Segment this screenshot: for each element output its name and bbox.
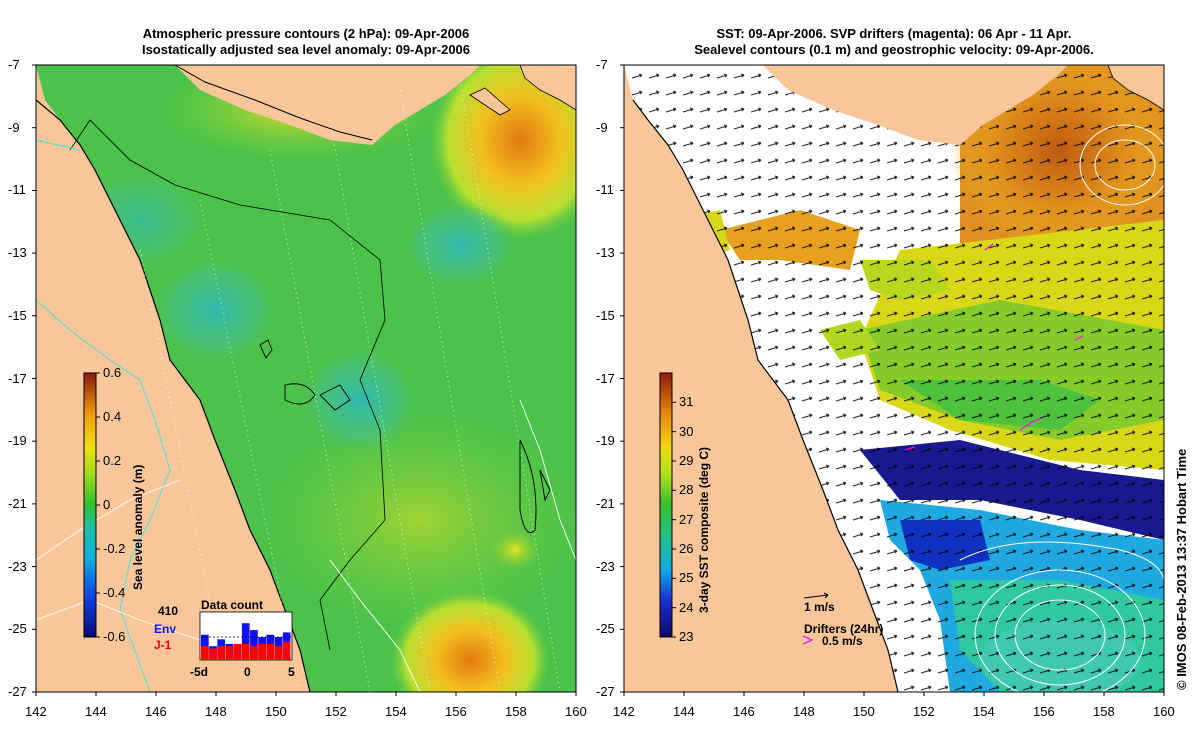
lon-tick-label: 146 [733, 704, 755, 719]
lat-tick-label: -19 [8, 433, 27, 449]
sst-colorbar-label: 3-day SST composite (deg C) [697, 446, 711, 613]
lat-tick-label: -27 [8, 684, 27, 699]
lon-tick-label: 152 [913, 704, 935, 719]
data-count-j1-label: J-1 [154, 638, 172, 652]
lon-tick-label: 158 [1093, 704, 1115, 719]
drifter-legend-arrow [802, 635, 814, 645]
lon-tick-label: 158 [505, 704, 527, 719]
sla-tick-label: 0.6 [103, 365, 122, 380]
lon-tick-label: 156 [1033, 704, 1055, 719]
j1-count-bar [274, 646, 283, 660]
lat-tick-label: -23 [596, 558, 615, 574]
data-count-inset [199, 611, 293, 661]
j1-count-bar [258, 643, 266, 660]
lon-tick-label: 142 [25, 704, 47, 719]
sla-colorbar-ticks [96, 372, 100, 638]
right-title-line1: SST: 09-Apr-2006. SVP drifters (magenta)… [716, 26, 1072, 41]
lon-tick-label: 154 [973, 704, 995, 719]
j1-count-bar [233, 643, 242, 660]
lon-tick-label: 144 [85, 704, 107, 719]
sst-tick-label: 30 [679, 423, 694, 439]
lat-tick-label: -15 [8, 307, 27, 323]
sla-colorbar-label: Sea level anomaly (m) [131, 464, 145, 590]
sla-tick-label: -0.6 [103, 629, 126, 644]
lat-tick-label: -13 [8, 245, 27, 261]
sla-tick-label: -0.4 [103, 585, 126, 600]
sst-tick-label: 25 [679, 570, 694, 586]
lat-tick-label: -25 [8, 621, 27, 637]
data-count-max: 410 [158, 604, 179, 618]
lon-tick-label: 150 [853, 704, 875, 719]
sst-tick-label: 31 [679, 394, 694, 410]
sst-tick-label: 23 [679, 629, 694, 644]
lat-tick-label: -21 [596, 495, 615, 511]
right-title-line2: Sealevel contours (0.1 m) and geostrophi… [694, 42, 1094, 57]
lon-tick-label: 142 [613, 704, 635, 719]
lon-tick-label: 154 [385, 704, 407, 719]
lat-tick-label: -15 [596, 307, 615, 323]
lat-tick-label: -25 [596, 621, 615, 637]
velocity-scale-label: 1 m/s [804, 600, 835, 614]
lon-tick-label: 156 [445, 704, 467, 719]
data-count-xtick-end: 5 [288, 665, 295, 679]
sla-tick-label: 0.4 [103, 409, 122, 424]
lat-tick-label: -11 [596, 182, 614, 198]
j1-count-bar [209, 648, 217, 660]
sla-tick-label: 0.2 [103, 453, 122, 468]
axis-ticks [32, 64, 1165, 696]
lat-tick-label: -7 [8, 57, 20, 72]
j1-count-bar [225, 646, 234, 660]
sst-tick-label: 28 [679, 482, 694, 498]
sla-colorbar [83, 372, 97, 638]
velocity-scale-arrow [803, 592, 829, 599]
lon-tick-label: 150 [265, 704, 287, 719]
left-title-line2: Isostatically adjusted sea level anomaly… [141, 42, 471, 57]
credit-text: © IMOS 08-Feb-2013 13:37 Hobart Time [1174, 448, 1189, 690]
lat-tick-label: -17 [596, 370, 615, 386]
lon-tick-label: 148 [205, 704, 227, 719]
sst-colorbar-ticks [672, 401, 676, 638]
sst-tick-label: 27 [679, 511, 694, 527]
lon-tick-label: 152 [325, 704, 347, 719]
j1-count-bar [201, 646, 209, 660]
lon-tick-label: 146 [145, 704, 167, 719]
sst-colorbar [659, 372, 673, 638]
env-count-bar [241, 623, 250, 660]
j1-count-bar [250, 646, 258, 660]
lat-tick-label: -21 [8, 495, 27, 511]
lat-tick-label: -23 [8, 558, 27, 574]
lat-tick-label: -19 [596, 433, 615, 449]
sla-tick-label: 0 [103, 497, 111, 512]
sla-tick-label: -0.2 [103, 541, 126, 556]
drifters-speed-label: 0.5 m/s [822, 634, 863, 648]
env-count-bar [250, 630, 258, 660]
lat-tick-label: -17 [8, 370, 27, 386]
j1-count-bar [282, 641, 291, 660]
sst-tick-label: 24 [679, 599, 694, 615]
data-count-xtick-zero: 0 [244, 665, 251, 679]
sst-tick-label: 26 [679, 541, 694, 556]
lat-tick-label: -27 [596, 684, 615, 699]
lon-tick-label: 144 [673, 704, 695, 719]
lat-tick-label: -9 [8, 119, 20, 135]
lon-tick-label: 148 [793, 704, 815, 719]
sst-tick-label: 29 [679, 453, 694, 468]
data-count-xtick-start: -5d [190, 665, 208, 679]
j1-count-bar [217, 646, 226, 660]
j1-count-bar [266, 643, 275, 660]
lat-tick-label: -11 [8, 182, 26, 198]
lon-tick-label: 160 [1153, 704, 1175, 719]
lon-tick-label: 160 [565, 704, 587, 719]
j1-count-bar [241, 643, 250, 660]
data-count-env-label: Env [154, 622, 177, 636]
lat-tick-label: -9 [596, 119, 608, 135]
lat-tick-label: -7 [596, 57, 608, 72]
lat-tick-label: -13 [596, 245, 615, 261]
drifters-label: Drifters (24hr) [804, 622, 884, 636]
sea-level-anomaly-map [36, 65, 576, 692]
left-title-line1: Atmospheric pressure contours (2 hPa): 0… [142, 26, 470, 41]
data-count-title: Data count [201, 598, 264, 612]
sst-map [624, 65, 1164, 692]
